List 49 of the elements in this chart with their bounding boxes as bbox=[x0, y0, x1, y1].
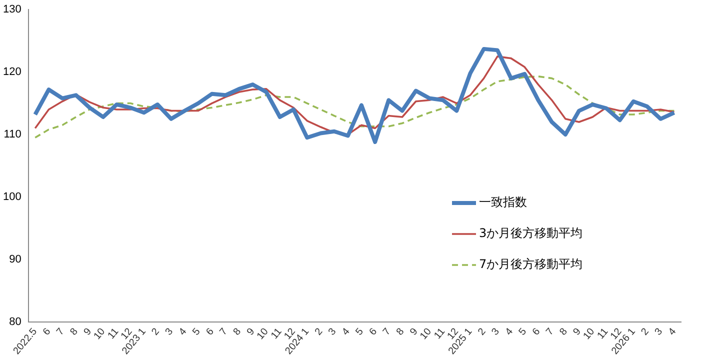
y-tick-label: 80 bbox=[9, 316, 22, 328]
x-tick-label: 9 bbox=[571, 326, 584, 338]
x-tick-label: 11 bbox=[596, 326, 611, 342]
x-tick-label: 3 bbox=[164, 326, 176, 338]
legend-label: 7か月後方移動平均 bbox=[479, 256, 583, 273]
x-tick-label: 7 bbox=[381, 326, 394, 338]
y-tick-label: 130 bbox=[2, 4, 22, 16]
x-tick-label: 10 bbox=[255, 326, 271, 342]
x-tick-label: 7 bbox=[544, 326, 557, 338]
x-tick-label: 10 bbox=[418, 326, 434, 342]
x-tick-label: 7 bbox=[54, 326, 68, 338]
x-tick-label: 2 bbox=[639, 326, 652, 338]
x-tick-label: 10 bbox=[92, 326, 108, 342]
x-tick-label: 4 bbox=[503, 326, 516, 338]
x-tick-label: 4 bbox=[666, 326, 679, 338]
x-tick-label: 7 bbox=[218, 326, 230, 338]
x-tick-label: 9 bbox=[245, 326, 258, 338]
x-tick-label: 2 bbox=[150, 326, 162, 338]
x-tick-label: 8 bbox=[558, 326, 570, 338]
x-tick-label: 10 bbox=[581, 326, 598, 342]
x-tick-label: 2 bbox=[313, 326, 326, 338]
x-tick-label: 4 bbox=[177, 326, 190, 338]
x-tick-label: 11 bbox=[432, 326, 448, 342]
y-tick-label: 120 bbox=[2, 66, 22, 78]
x-tick-label: 5 bbox=[190, 326, 203, 338]
legend-label: 一致指数 bbox=[479, 194, 527, 211]
x-tick-label: 5 bbox=[354, 326, 366, 338]
line-series bbox=[34, 76, 676, 139]
x-tick-label: 8 bbox=[68, 326, 81, 338]
legend-label: 3か月後方移動平均 bbox=[479, 225, 583, 242]
x-tick-label: 2 bbox=[476, 326, 489, 338]
x-tick-label: 5 bbox=[517, 326, 530, 338]
x-tick-label: 9 bbox=[408, 326, 421, 338]
x-tick-label: 6 bbox=[41, 326, 54, 338]
y-tick-label: 100 bbox=[2, 190, 22, 203]
x-tick-label: 6 bbox=[204, 326, 217, 338]
x-tick-label: 8 bbox=[394, 326, 407, 338]
x-tick-label: 9 bbox=[82, 326, 94, 338]
x-tick-label: 3 bbox=[653, 326, 666, 338]
y-tick-label: 110 bbox=[4, 128, 22, 141]
x-tick-label: 6 bbox=[367, 326, 380, 338]
x-tick-label: 4 bbox=[340, 326, 353, 338]
x-tick-label: 6 bbox=[530, 326, 543, 338]
y-tick-label: 90 bbox=[9, 253, 22, 266]
x-tick-label: 8 bbox=[232, 326, 244, 338]
x-tick-label: 11 bbox=[106, 326, 122, 342]
x-tick-label: 11 bbox=[269, 326, 285, 342]
x-tick-label: 3 bbox=[490, 326, 502, 338]
x-tick-label: 3 bbox=[326, 326, 339, 338]
